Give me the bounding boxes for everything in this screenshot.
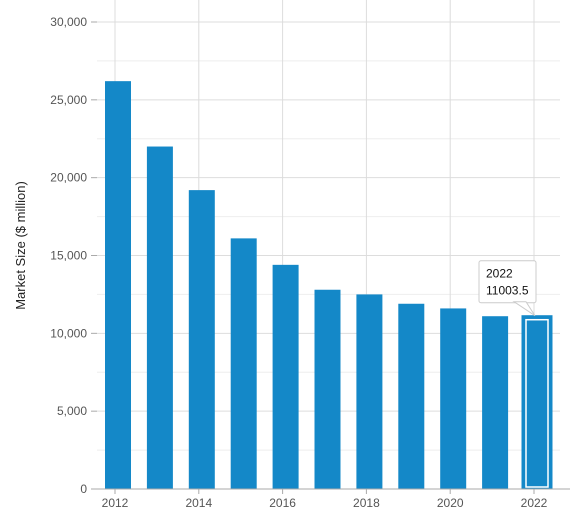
y-tick-label: 0 [80,482,87,496]
y-tick-label: 10,000 [50,326,87,340]
bar-2012[interactable] [105,81,131,490]
bar-2013[interactable] [146,146,173,490]
tooltip-box [478,260,537,304]
bar-2021[interactable] [482,316,509,489]
tooltip-pointer [512,301,536,317]
y-tick-label: 5,000 [57,404,87,418]
bar-2020[interactable] [440,308,467,489]
tooltip-value: 11003.5 [486,284,529,298]
x-tick-label: 2012 [102,496,129,510]
x-tick-label: 2016 [269,496,296,510]
y-tick-label: 15,000 [50,249,87,263]
tooltip: 2022 11003.5 [478,260,537,317]
x-tick-label: 2014 [185,496,212,510]
y-tick-label: 30,000 [50,15,87,29]
bar-2015[interactable] [230,238,257,489]
bar-2016[interactable] [272,264,299,489]
tooltip-category: 2022 [486,267,513,281]
bar-2017[interactable] [314,289,341,489]
axis-layer: 0 5,000 10,000 15,000 20,000 25,000 30,000 2012… [50,15,570,510]
x-tick-label: 2022 [521,496,548,510]
y-axis-title: Market Size ($ million) [13,181,28,310]
y-tick-label: 20,000 [50,171,87,185]
bar-2022[interactable] [525,318,549,488]
x-tick-label: 2018 [353,496,380,510]
bar-2014[interactable] [188,190,215,489]
bars-layer [105,81,553,490]
bar-2018[interactable] [356,294,383,489]
x-tick-label: 2020 [437,496,464,510]
bar-2019[interactable] [398,303,425,489]
y-tick-label: 25,000 [50,93,87,107]
